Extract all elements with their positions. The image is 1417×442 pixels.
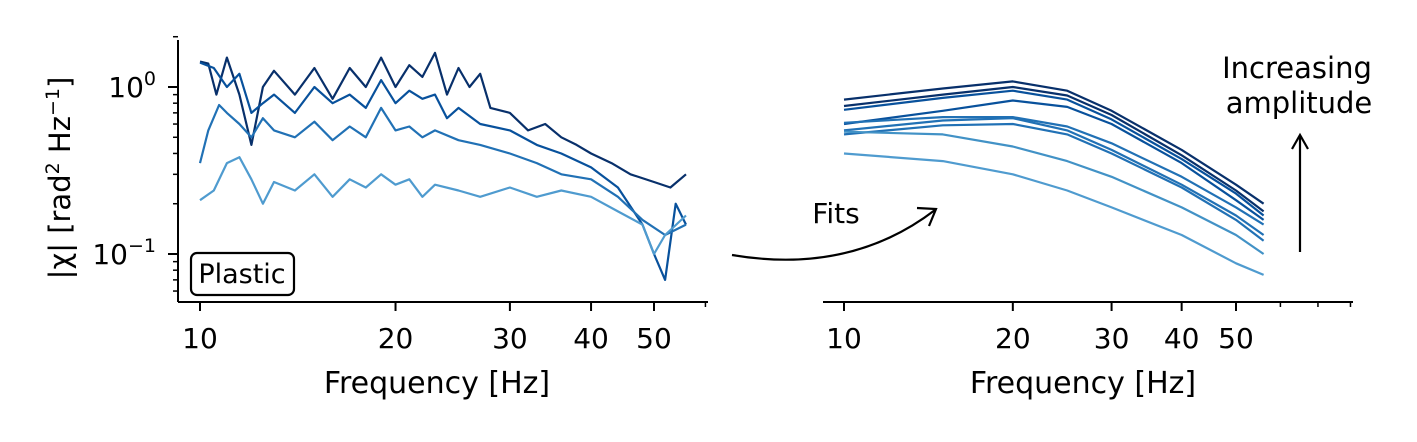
- fits-label: Fits: [812, 197, 859, 230]
- left-series-line-4: [199, 156, 687, 256]
- right-x-tick-label: 40: [1164, 322, 1200, 355]
- right-x-tick-label: 10: [826, 322, 862, 355]
- left-x-tick-label: 10: [182, 322, 218, 355]
- right-series-line-7: [843, 122, 1265, 242]
- right-series-group: [843, 80, 1265, 276]
- fits-arrow-curve: [731, 209, 936, 261]
- left-series-line-2: [199, 61, 687, 281]
- left-series-line-1: [199, 51, 687, 189]
- right-series-line-3: [843, 89, 1265, 217]
- left-series-group: [198, 51, 687, 281]
- increasing-amplitude-annotation: Increasing amplitude: [1222, 51, 1372, 252]
- right-x-tick-label: 20: [995, 322, 1031, 355]
- right-series-line-9: [843, 152, 1265, 276]
- plastic-annotation-text: Plastic: [198, 259, 285, 290]
- plastic-annotation: Plastic: [189, 251, 296, 297]
- right-x-ticks: 10 20 30 40 50: [826, 302, 1352, 355]
- left-x-axis-label: Frequency [Hz]: [324, 366, 550, 401]
- fits-arrow-head: [916, 206, 938, 227]
- left-x-ticks: 10 20 30 40 50: [182, 302, 707, 355]
- left-panel: 10 20 30 40 50 100 10−1 Frequency [Hz] |χ| [r…: [42, 35, 708, 401]
- right-x-axis-label: Frequency [Hz]: [970, 366, 1196, 401]
- left-x-tick-label: 30: [492, 322, 528, 355]
- fits-connector: Fits: [731, 197, 938, 261]
- left-y-ticks: 100 10−1: [92, 35, 178, 292]
- left-y-tick-label: 10−1: [92, 235, 156, 271]
- increasing-arrow-head: [1291, 132, 1309, 150]
- right-series-line-6: [843, 117, 1265, 236]
- increasing-label-line2: amplitude: [1226, 86, 1373, 120]
- left-x-tick-label: 50: [636, 322, 672, 355]
- right-series-line-4: [843, 99, 1265, 221]
- left-series-line-3: [198, 103, 687, 237]
- right-x-tick-label: 30: [1094, 322, 1130, 355]
- right-series-line-5: [843, 116, 1265, 226]
- left-x-tick-label: 20: [378, 322, 414, 355]
- right-x-tick-label: 50: [1218, 322, 1254, 355]
- left-y-axis-label: |χ| [rad2 Hz−1]: [42, 77, 77, 280]
- plastic-annotation-box: [189, 251, 296, 297]
- left-x-tick-label: 40: [573, 322, 609, 355]
- right-series-line-2: [843, 85, 1265, 213]
- right-panel: 10 20 30 40 50 Frequency [Hz] Increasing amp…: [823, 51, 1372, 401]
- increasing-label-line1: Increasing: [1222, 51, 1372, 85]
- right-series-line-8: [843, 130, 1265, 255]
- left-y-tick-label: 100: [108, 68, 156, 104]
- right-series-line-1: [843, 80, 1265, 205]
